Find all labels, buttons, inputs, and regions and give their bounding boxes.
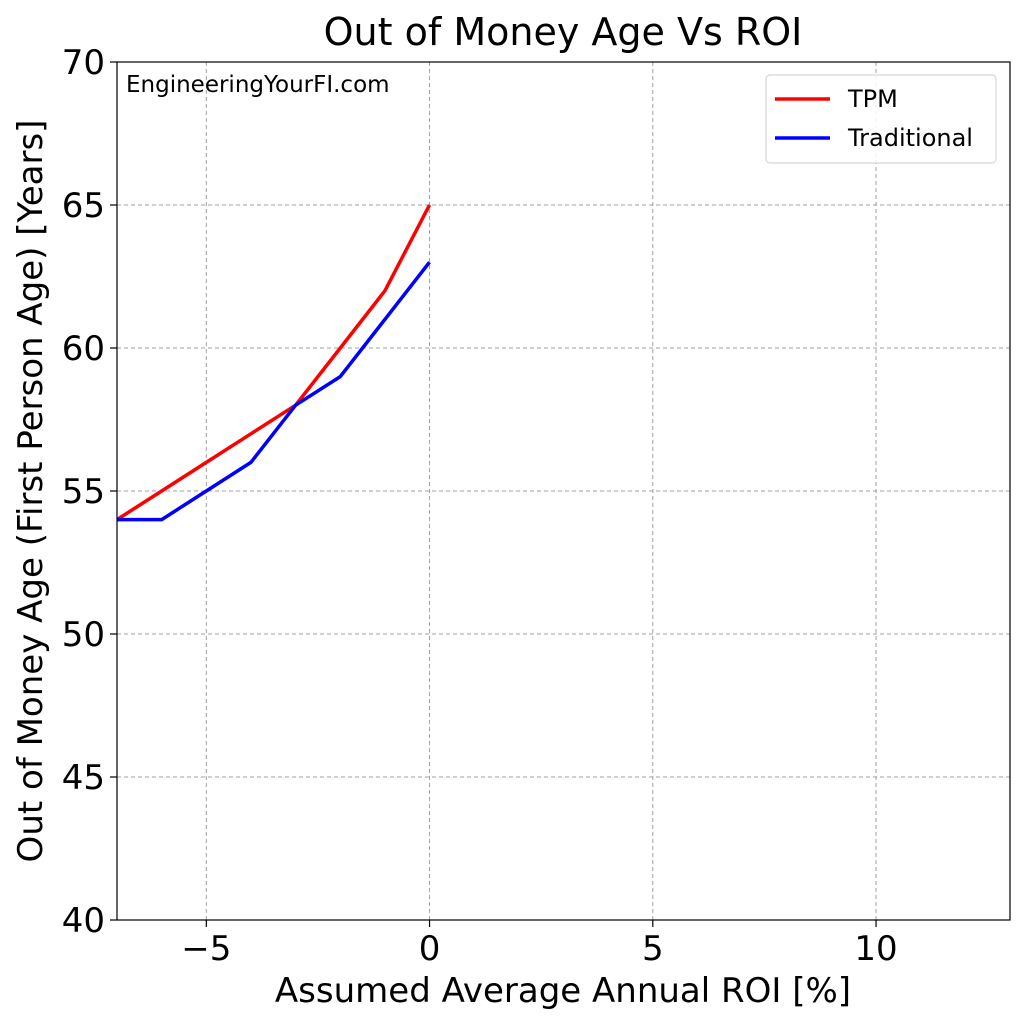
watermark-text: EngineeringYourFI.com [126,72,390,98]
y-tick-label: 40 [62,901,105,941]
y-tick-label: 55 [62,472,105,512]
grid [117,61,1010,921]
x-tick-label: 0 [419,929,441,969]
chart-title: Out of Money Age Vs ROI [324,10,803,54]
y-tick-label: 70 [62,43,105,83]
x-axis-label: Assumed Average Annual ROI [%] [275,971,851,1011]
series-line-traditional [117,261,431,522]
x-tick-label: 5 [642,929,664,969]
x-tick-label: 10 [854,929,897,969]
y-tick-label: 60 [62,329,105,369]
x-tick-label: −5 [181,929,231,969]
series-lines [116,204,432,522]
axis-ticks: −5 0 5 10 40 45 50 55 60 65 70 [62,43,898,969]
y-tick-label: 50 [62,615,105,655]
legend: TPM Traditional [765,74,997,164]
legend-label-tpm: TPM [847,85,898,113]
y-axis-label: Out of Money Age (First Person Age) [Yea… [11,120,51,863]
legend-box [765,74,997,164]
y-tick-label: 65 [62,186,105,226]
legend-label-traditional: Traditional [847,124,973,152]
series-line-tpm [116,204,432,522]
y-tick-label: 45 [62,758,105,798]
